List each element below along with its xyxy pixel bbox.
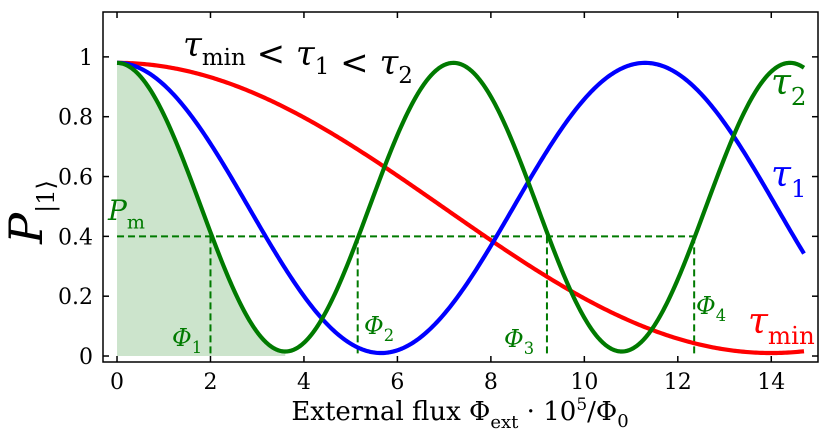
axes-frame — [102, 11, 819, 363]
flux-label-4: Φ4 — [696, 292, 726, 325]
threshold-label: Pm — [107, 194, 145, 233]
y-tick-label: 0.6 — [58, 166, 93, 191]
x-tick-label: 12 — [664, 370, 692, 395]
flux-label-3: Φ3 — [504, 325, 534, 358]
axes: 0 2 4 6 8 10 12 14 0 0.2 0.4 0.6 0.8 1 — [58, 11, 819, 395]
y-tick-label: 0.2 — [58, 285, 93, 310]
series-line-2 — [116, 60, 806, 356]
x-tick-label: 6 — [390, 370, 404, 395]
flux-label-1: Φ1 — [172, 324, 202, 357]
series-label-tau2: τ2 — [771, 62, 807, 111]
x-tick-label: 4 — [297, 370, 311, 395]
y-tick-label: 0 — [79, 345, 93, 370]
flux-label-2: Φ2 — [364, 312, 394, 345]
y-axis-title: P|1⟩ — [0, 180, 61, 245]
series-label-taumin: τmin — [748, 301, 815, 350]
series-line-1 — [116, 60, 805, 356]
x-tick-label: 2 — [203, 370, 217, 395]
x-tick-label: 8 — [484, 370, 498, 395]
series-label-tau1: τ1 — [771, 154, 807, 203]
x-axis-title: External flux Φext · 105/Φ0 — [291, 395, 628, 433]
plot-area — [116, 60, 806, 357]
x-tick-label: 14 — [757, 370, 785, 395]
labels: τ2 τ1 τmin τmin < τ1 < τ2 Pm Φ1 Φ2 Φ3 Φ4 External… — [0, 25, 815, 433]
inequality-annotation: τmin < τ1 < τ2 — [183, 25, 413, 89]
y-tick-label: 0.8 — [58, 106, 93, 131]
y-tick-label: 1 — [79, 46, 93, 71]
series-line-3 — [116, 60, 806, 354]
x-tick-label: 0 — [110, 370, 124, 395]
y-tick-label: 0.4 — [58, 225, 93, 250]
x-tick-label: 10 — [570, 370, 598, 395]
